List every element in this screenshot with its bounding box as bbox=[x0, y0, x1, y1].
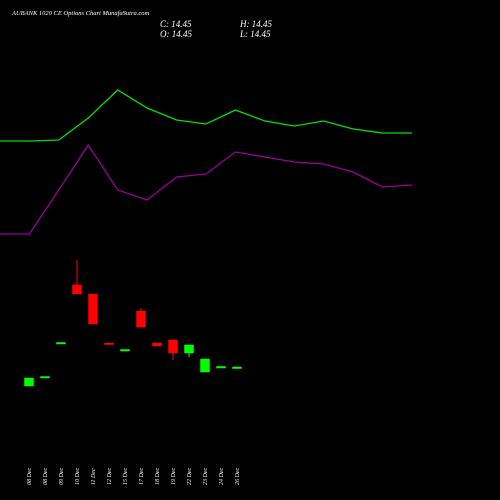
x-tick-label: 19 Dec bbox=[171, 468, 177, 485]
indicator-line bbox=[0, 143, 413, 235]
candle-body bbox=[200, 358, 210, 373]
candle-body bbox=[232, 366, 242, 369]
x-tick-label: 22 Dec bbox=[187, 468, 193, 485]
candle-body bbox=[104, 342, 114, 345]
candle-body bbox=[40, 376, 50, 379]
x-tick-label: 26 Dec bbox=[235, 468, 241, 485]
open-label: O: 14.45 bbox=[160, 29, 192, 39]
x-tick-label: 15 Dec bbox=[123, 468, 129, 485]
chart-title: AUBANK 1020 CE Options Chart MunafaSutra… bbox=[11, 10, 150, 17]
close-label: C: 14.45 bbox=[160, 19, 192, 29]
candle-body bbox=[88, 293, 98, 325]
x-tick-label: 12 Dec bbox=[107, 468, 113, 485]
x-tick-label: 11 Dec bbox=[91, 468, 97, 485]
candle-body bbox=[216, 366, 226, 369]
candle-body bbox=[136, 310, 146, 328]
candle-body bbox=[152, 342, 162, 347]
x-tick-label: 24 Dec bbox=[218, 468, 225, 485]
x-tick-label: 17 Dec bbox=[139, 468, 145, 485]
indicator-line bbox=[0, 89, 412, 142]
x-tick-label: 23 Dec bbox=[203, 468, 209, 485]
x-tick-label: 10 Dec bbox=[75, 468, 81, 485]
x-tick-label: 18 Dec bbox=[155, 468, 161, 485]
x-tick-label: 09 Dec bbox=[59, 468, 65, 485]
candle-body bbox=[120, 349, 130, 352]
x-tick-label: 08 Dec bbox=[43, 468, 49, 485]
candle-body bbox=[168, 339, 178, 354]
low-label: L: 14.45 bbox=[239, 29, 271, 39]
candle-body bbox=[72, 284, 82, 295]
candle-body bbox=[184, 344, 194, 354]
candle-body bbox=[56, 342, 66, 345]
high-label: H: 14.45 bbox=[239, 19, 272, 29]
candle-body bbox=[24, 377, 34, 387]
x-tick-label: 08 Dec bbox=[27, 468, 33, 485]
